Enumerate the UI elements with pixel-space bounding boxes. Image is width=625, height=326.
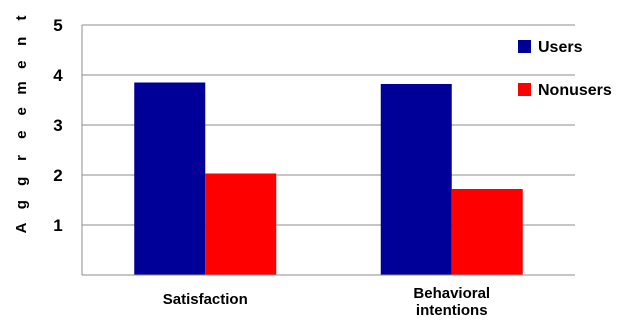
y-axis-title-letter: e: [13, 107, 30, 115]
y-axis-title-letter: e: [13, 130, 30, 138]
category-label-0: Satisfaction: [163, 291, 248, 308]
bar-users-0: [134, 82, 206, 275]
bar-users-1: [380, 84, 452, 275]
category-label-line: Behavioral: [413, 285, 490, 302]
legend-swatch-users: [518, 40, 531, 53]
bar-nonusers-1: [451, 189, 523, 275]
y-axis-title-letter: r: [13, 155, 30, 161]
y-tick-label-1: 1: [53, 216, 62, 235]
legend-label-nonusers: Nonusers: [538, 82, 612, 99]
y-axis-title-letter: m: [13, 81, 30, 94]
y-axis-title-letter: g: [13, 200, 30, 209]
y-tick-label-5: 5: [53, 16, 62, 35]
y-axis-title: Ag g r e e m e n t: [13, 16, 30, 234]
category-label-line: intentions: [416, 302, 488, 319]
category-label-line: Satisfaction: [163, 291, 248, 308]
bars: [134, 82, 523, 275]
y-axis-title-letter: n: [13, 37, 30, 46]
y-axis-title-letter: t: [13, 16, 30, 21]
category-label-1: Behavioral intentions: [413, 285, 490, 319]
y-axis-title-letter: g: [13, 177, 30, 186]
y-axis-title-letter: A: [13, 222, 30, 233]
legend: Users Nonusers: [518, 39, 612, 99]
x-category-labels: Satisfaction Behavioral intentions: [163, 285, 490, 319]
axes: [81, 25, 575, 276]
y-tick-label-4: 4: [53, 66, 63, 85]
y-axis-title-letter: e: [13, 60, 30, 68]
y-tick-labels: 1 2 3 4 5: [53, 16, 63, 235]
legend-swatch-nonusers: [518, 83, 531, 96]
y-tick-label-3: 3: [53, 116, 62, 135]
y-tick-label-2: 2: [53, 166, 62, 185]
bar-nonusers-0: [205, 173, 277, 275]
legend-label-users: Users: [538, 39, 583, 56]
